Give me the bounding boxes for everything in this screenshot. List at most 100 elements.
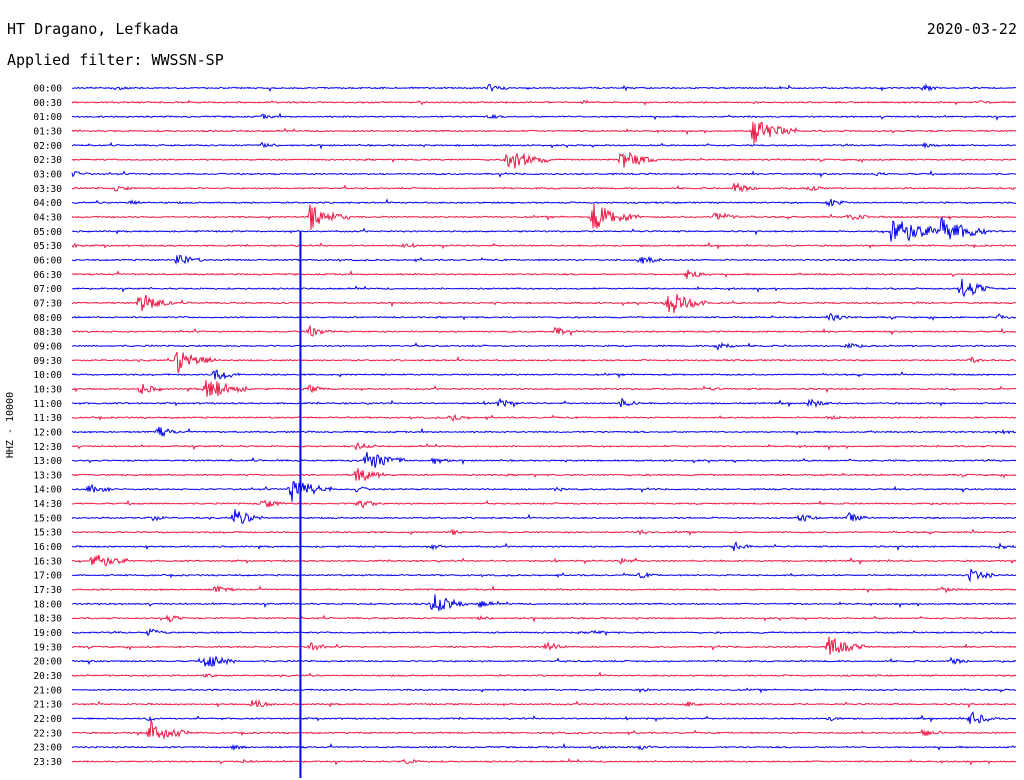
seismic-trace xyxy=(71,554,1017,567)
seismic-trace xyxy=(71,241,1017,250)
seismic-trace xyxy=(71,203,1017,230)
station-title: HT Dragano, Lefkada xyxy=(7,20,179,38)
seismic-trace xyxy=(71,141,1017,150)
y-tick-label: 12:30 xyxy=(33,442,62,453)
seismic-trace xyxy=(71,441,1017,451)
y-tick-label: 03:00 xyxy=(33,169,62,180)
y-tick-label: 23:00 xyxy=(33,743,62,754)
seismic-trace xyxy=(71,426,1017,438)
seismic-trace xyxy=(71,720,1017,740)
seismic-trace xyxy=(71,594,1017,611)
y-tick-label: 14:00 xyxy=(33,485,62,496)
seismic-trace xyxy=(71,468,1017,482)
seismic-trace xyxy=(71,341,1017,351)
seismic-trace xyxy=(71,254,1016,265)
y-tick-label: 09:30 xyxy=(33,356,62,367)
seismic-trace xyxy=(71,379,1017,397)
seismic-trace xyxy=(71,509,1017,524)
seismic-trace xyxy=(71,294,1017,314)
y-tick-label: 20:00 xyxy=(33,657,62,668)
filter-label: Applied filter: WWSSN-SP xyxy=(7,51,224,69)
y-tick-label: 07:00 xyxy=(33,284,62,295)
y-tick-label: 04:30 xyxy=(33,212,62,223)
seismic-trace xyxy=(71,568,1017,583)
seismic-trace xyxy=(71,121,1017,144)
seismic-trace xyxy=(71,269,1017,279)
y-tick-label: 13:30 xyxy=(33,470,62,481)
seismic-trace xyxy=(71,369,1017,380)
y-tick-label: 23:30 xyxy=(33,757,62,768)
y-tick-label: 01:00 xyxy=(33,112,62,123)
y-tick-label: 18:30 xyxy=(33,614,62,625)
y-tick-label: 20:30 xyxy=(33,671,62,682)
seismic-trace xyxy=(71,413,1017,423)
seismic-trace xyxy=(71,313,1017,322)
seismic-trace xyxy=(71,480,1017,502)
seismic-trace xyxy=(71,540,1017,551)
y-tick-label: 10:00 xyxy=(33,370,62,381)
y-tick-label: 01:30 xyxy=(33,126,62,137)
y-tick-label: 02:00 xyxy=(33,141,62,152)
seismic-trace xyxy=(71,614,1017,623)
seismic-trace xyxy=(71,671,1017,678)
y-tick-label: 19:00 xyxy=(33,628,62,639)
seismic-trace xyxy=(71,397,1017,408)
y-tick-label: 06:30 xyxy=(33,270,62,281)
y-tick-label: 18:00 xyxy=(33,599,62,610)
y-tick-label: 21:30 xyxy=(33,700,62,711)
seismic-trace xyxy=(71,151,1017,169)
y-tick-label: 06:00 xyxy=(33,255,62,266)
seismic-trace xyxy=(71,99,1017,106)
y-tick-label: 03:30 xyxy=(33,184,62,195)
y-tick-label: 08:30 xyxy=(33,327,62,338)
seismic-trace xyxy=(71,112,1017,121)
y-tick-label: 02:30 xyxy=(33,155,62,166)
seismic-trace xyxy=(71,216,1017,242)
seismic-trace xyxy=(71,758,1017,766)
y-tick-label: 17:30 xyxy=(33,585,62,596)
y-tick-label: 00:30 xyxy=(33,98,62,109)
y-tick-label: 14:30 xyxy=(33,499,62,510)
y-tick-label: 15:00 xyxy=(33,513,62,524)
seismic-trace xyxy=(72,181,1017,193)
y-tick-label: 22:00 xyxy=(33,714,62,725)
seismic-trace xyxy=(71,351,1017,374)
y-tick-label: 04:00 xyxy=(33,198,62,209)
seismic-trace xyxy=(71,278,1017,298)
seismic-trace xyxy=(71,711,1017,724)
seismic-trace xyxy=(71,699,1017,709)
seismic-trace xyxy=(71,170,1016,178)
seismic-trace xyxy=(71,198,1016,208)
seismic-trace xyxy=(71,83,1017,93)
date-label: 2020-03-22 xyxy=(926,20,1017,38)
y-tick-label: 11:00 xyxy=(33,399,62,410)
seismic-trace xyxy=(72,627,1017,637)
y-tick-label: 16:30 xyxy=(33,556,62,567)
y-tick-label: 00:00 xyxy=(33,84,62,95)
seismic-trace xyxy=(71,499,1017,509)
y-tick-label: 10:30 xyxy=(33,384,62,395)
seismic-trace xyxy=(71,742,1016,751)
y-tick-label: 11:30 xyxy=(33,413,62,424)
seismic-trace xyxy=(72,585,1017,594)
seismic-trace xyxy=(71,324,1017,337)
y-tick-label: 17:00 xyxy=(33,571,62,582)
seismic-trace xyxy=(71,451,1017,468)
y-tick-label: 05:30 xyxy=(33,241,62,252)
y-tick-label: 22:30 xyxy=(33,728,62,739)
seismic-trace xyxy=(71,528,1017,537)
seismic-trace xyxy=(71,636,1017,655)
y-tick-label: 19:30 xyxy=(33,642,62,653)
seismic-trace xyxy=(71,655,1017,668)
seismic-trace xyxy=(71,687,1016,694)
y-tick-label: 21:00 xyxy=(33,685,62,696)
y-tick-label: 09:00 xyxy=(33,341,62,352)
y-tick-label: 15:30 xyxy=(33,528,62,539)
y-tick-label: 05:00 xyxy=(33,227,62,238)
y-tick-label: 08:00 xyxy=(33,313,62,324)
y-tick-label: 12:00 xyxy=(33,427,62,438)
y-tick-label: 07:30 xyxy=(33,298,62,309)
y-tick-label: 13:00 xyxy=(33,456,62,467)
y-tick-label: 16:00 xyxy=(33,542,62,553)
